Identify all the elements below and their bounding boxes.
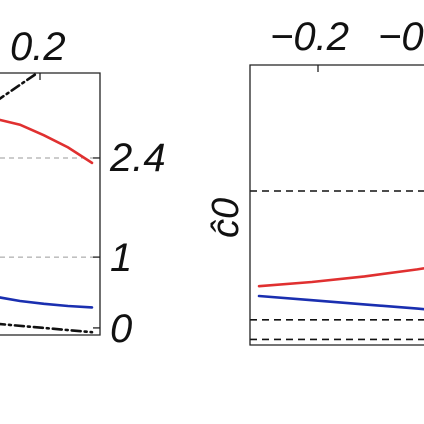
- left-series-line-2: [0, 72, 38, 101]
- left-panel: 0.2 2.4 1 0: [0, 25, 166, 351]
- right-series-group: [257, 267, 424, 311]
- left-series-group: [0, 72, 94, 334]
- right-top-tick-label-1: −0: [378, 15, 424, 59]
- right-tick-label-0: 0: [110, 307, 132, 351]
- left-series-line-0: [0, 118, 94, 165]
- left-top-tick-label-0: 0.2: [10, 25, 66, 69]
- left-gridlines: [0, 157, 100, 258]
- right-panel: −0.2 −0 ĉ0: [205, 15, 424, 346]
- right-top-tick-label-0: −0.2: [270, 15, 349, 59]
- right-tick-label-2-4: 2.4: [109, 136, 166, 180]
- left-panel-frame: [0, 72, 101, 336]
- right-series-line-0: [257, 267, 424, 288]
- right-reference-lines: [250, 190, 424, 341]
- right-tick-label-1: 1: [110, 236, 132, 280]
- right-series-line-1: [257, 294, 424, 311]
- left-series-line-1: [0, 296, 94, 309]
- left-right-ticks: [93, 157, 100, 329]
- right-panel-frame: [249, 64, 424, 346]
- right-y-axis-label: ĉ0: [205, 198, 247, 238]
- left-series-line-3: [0, 322, 94, 334]
